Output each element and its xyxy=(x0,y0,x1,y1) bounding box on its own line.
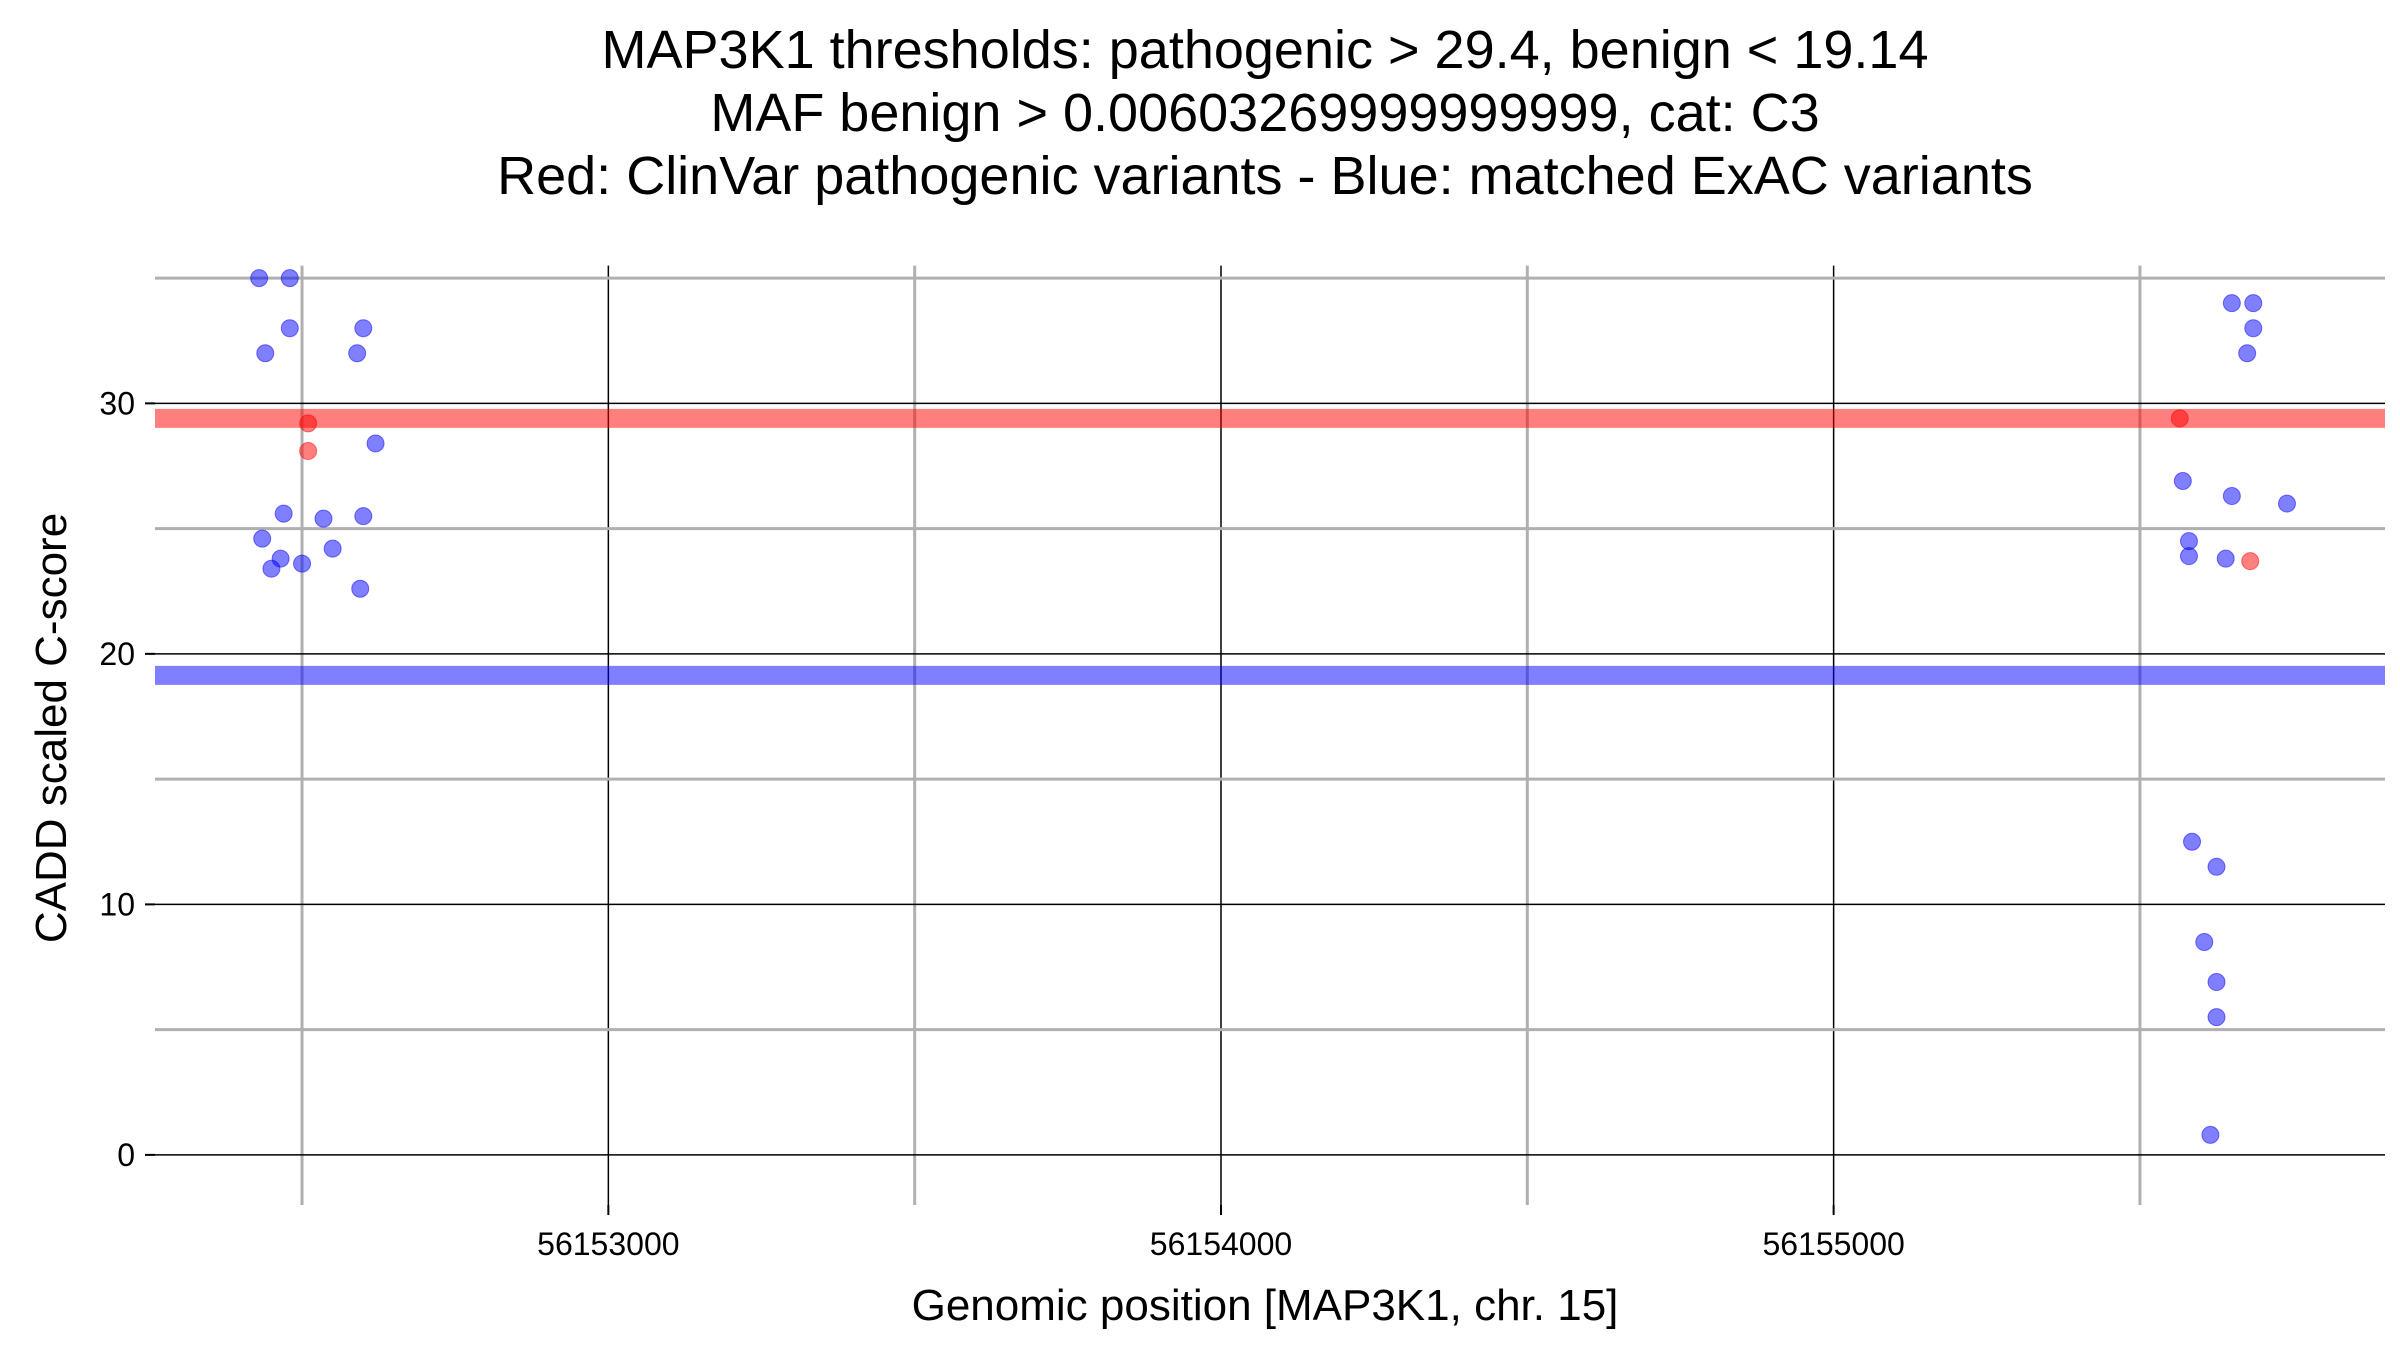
exac-variant-point xyxy=(354,319,373,338)
y-tick-label: 0 xyxy=(117,1137,135,1173)
exac-variant-point xyxy=(2216,549,2235,568)
clinvar-pathogenic-point xyxy=(299,414,318,433)
exac-variant-point xyxy=(256,344,275,363)
clinvar-pathogenic-point xyxy=(299,441,318,460)
exac-variant-point xyxy=(366,434,385,453)
exac-variant-point xyxy=(2179,532,2198,551)
y-tick-label: 20 xyxy=(99,636,135,672)
exac-variant-point xyxy=(2207,1008,2226,1027)
data-points xyxy=(250,269,2296,1144)
exac-variant-point xyxy=(2222,487,2241,506)
chart-title: MAP3K1 thresholds: pathogenic > 29.4, be… xyxy=(497,20,2033,206)
y-tick-label: 10 xyxy=(99,886,135,922)
exac-variant-point xyxy=(2222,294,2241,313)
exac-variant-point xyxy=(280,319,299,338)
exac-variant-point xyxy=(2195,932,2214,951)
exac-variant-point xyxy=(280,269,299,288)
x-tick-label: 56154000 xyxy=(1150,1226,1292,1262)
y-tick-label: 30 xyxy=(99,385,135,421)
grid xyxy=(155,265,2385,1205)
exac-variant-point xyxy=(2238,344,2257,363)
exac-variant-point xyxy=(2244,294,2263,313)
exac-variant-point xyxy=(348,344,367,363)
title-line-3: Red: ClinVar pathogenic variants - Blue:… xyxy=(497,146,2033,206)
y-axis-title: CADD scaled C-score xyxy=(27,513,76,943)
exac-variant-point xyxy=(2179,547,2198,566)
exac-variant-point xyxy=(250,269,269,288)
exac-variant-point xyxy=(2173,472,2192,491)
exac-variant-point xyxy=(2183,832,2202,851)
exac-variant-point xyxy=(323,539,342,558)
exac-variant-point xyxy=(293,554,312,573)
axes: 56153000 56154000 56155000 0 10 20 30 xyxy=(99,385,1904,1262)
title-line-2: MAF benign > 0.00603269999999999, cat: C… xyxy=(710,83,1819,143)
clinvar-pathogenic-point xyxy=(2170,409,2189,428)
title-line-1: MAP3K1 thresholds: pathogenic > 29.4, be… xyxy=(602,20,1929,80)
exac-variant-point xyxy=(2207,973,2226,992)
x-axis-title: Genomic position [MAP3K1, chr. 15] xyxy=(912,1281,1619,1330)
exac-variant-point xyxy=(2207,857,2226,876)
exac-variant-point xyxy=(314,509,333,528)
exac-variant-point xyxy=(2201,1125,2220,1144)
exac-variant-point xyxy=(351,579,370,598)
x-tick-label: 56155000 xyxy=(1762,1226,1904,1262)
exac-variant-point xyxy=(2277,494,2296,513)
exac-variant-point xyxy=(274,504,293,523)
exac-variant-point xyxy=(262,559,281,578)
exac-variant-point xyxy=(354,507,373,526)
threshold-lines xyxy=(155,408,2385,685)
exac-variant-point xyxy=(253,529,272,548)
x-tick-label: 56153000 xyxy=(537,1226,679,1262)
exac-variant-point xyxy=(2244,319,2263,338)
clinvar-pathogenic-point xyxy=(2241,552,2260,571)
